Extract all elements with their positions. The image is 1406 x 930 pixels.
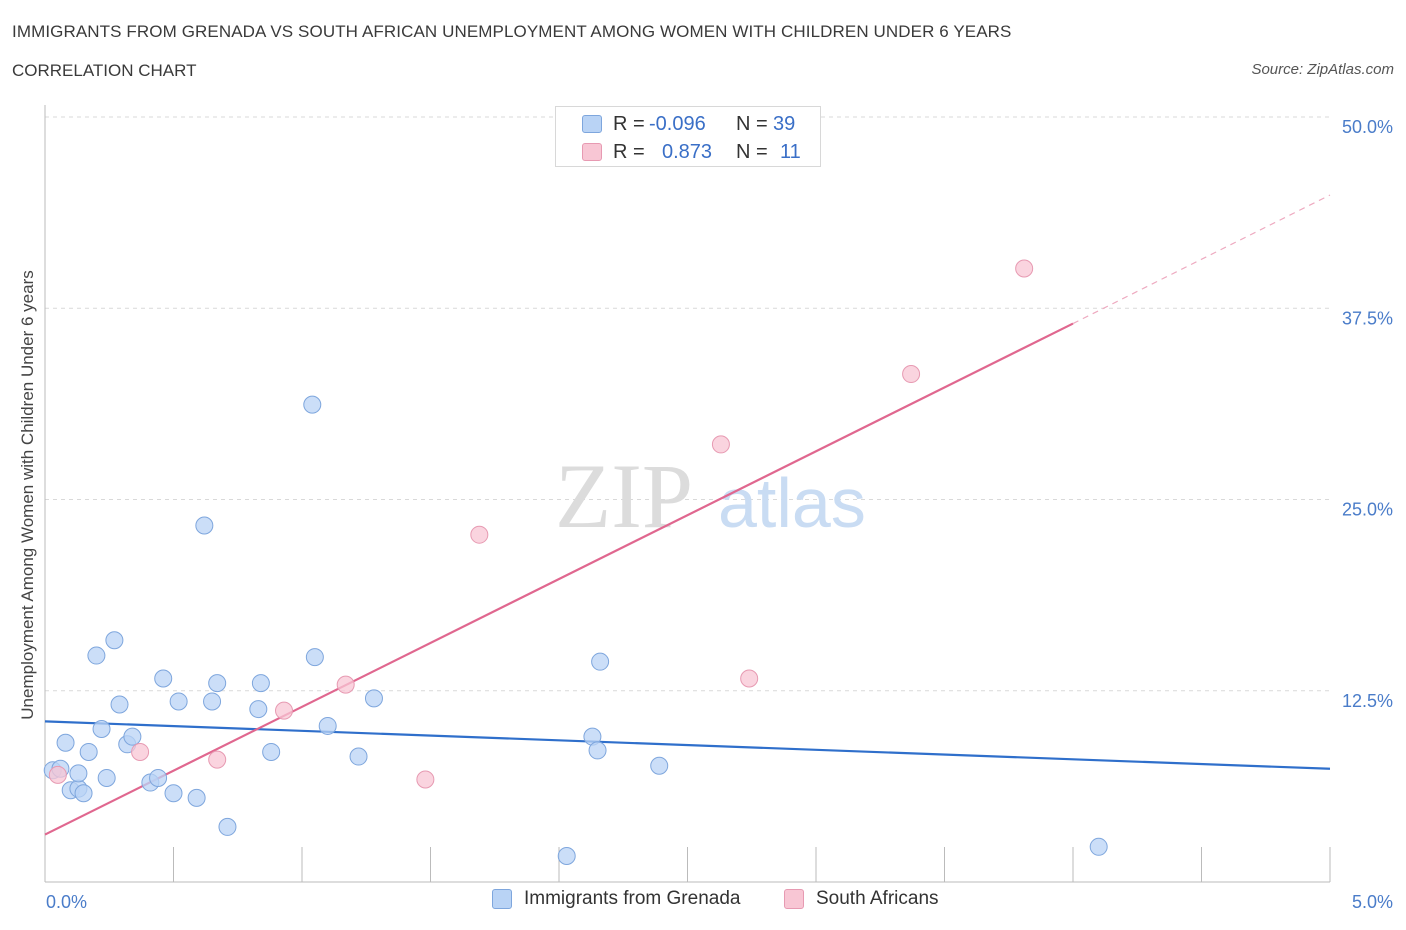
r-label: R = [613,112,645,135]
grenada-point [305,648,324,667]
tick-labels: 12.5% 25.0% 37.5% 50.0% 0.0% 5.0% [46,117,1393,912]
grenada-point [149,768,168,787]
grenada-point [92,720,111,738]
south-african-point [711,435,730,454]
south-african-point [902,365,921,384]
south-african-point [470,525,489,544]
south-african-trend-extension [1072,194,1331,325]
grenada-point [349,747,368,766]
grenada-point [87,646,106,665]
r-value: 0.873 [662,140,713,163]
south-african-point [1015,259,1034,278]
watermark: ZIP atlas [555,445,866,547]
grenada-point [97,768,116,787]
legend-label: Immigrants from Grenada [524,888,741,909]
grenada-point [203,692,222,711]
chart-title: IMMIGRANTS FROM GRENADA VS SOUTH AFRICAN… [12,22,1012,41]
watermark-zip: ZIP [555,445,693,547]
stats-legend: R = -0.096 N = 39 R = 0.873 N = 11 [555,106,821,167]
grenada-point [74,784,93,803]
grenada-point [557,846,576,865]
series-legend: Immigrants from Grenada South Africans [0,888,1406,918]
trend-lines [44,194,1331,836]
legend-label: South Africans [816,888,939,909]
source-label: Source: ZipAtlas.com [1251,61,1394,78]
legend-swatch-pink [784,889,804,909]
grenada-point [1089,837,1108,856]
south-african-point [740,669,759,688]
legend-item-south-africans[interactable]: South Africans [784,888,939,910]
grenada-point [588,741,607,760]
grenada-point [251,674,270,693]
grenada-point [195,516,214,535]
n-value: 39 [773,112,796,135]
grenada-point [249,700,268,719]
grenada-point [110,695,129,714]
grenada-point [79,742,98,761]
grenada-point [318,716,337,735]
grenada-point [105,631,124,650]
y-axis-label: Unemployment Among Women with Children U… [18,270,37,719]
x-tick-label: 5.0% [1352,892,1393,912]
r-value: -0.096 [649,112,706,135]
grenada-point [123,727,142,746]
grenada-point [154,669,173,688]
grenada-point [262,742,281,761]
n-label: N = [736,140,768,163]
chart-subtitle: CORRELATION CHART [12,61,197,80]
y-tick-label: 12.5% [1342,691,1393,711]
legend-swatch-pink [582,143,602,161]
watermark-atlas: atlas [718,464,866,542]
grenada-trend-line [44,720,1331,770]
y-tick-label: 37.5% [1342,308,1393,328]
y-axis-label-group: Unemployment Among Women with Children U… [18,270,37,719]
data-points [43,259,1108,865]
south-african-trend-line [44,322,1074,836]
legend-swatch-blue [582,115,602,133]
south-african-point [275,701,294,720]
stats-row-grenada: R = -0.096 N = 39 [556,110,820,138]
south-african-point [131,742,150,761]
y-tick-label: 50.0% [1342,117,1393,137]
legend-item-grenada[interactable]: Immigrants from Grenada [492,888,740,910]
n-label: N = [736,112,768,135]
grenada-point [169,692,188,711]
grenada-point [303,395,322,414]
grenada-point [364,689,383,708]
grenada-point [164,784,183,803]
south-african-point [336,675,355,694]
r-label: R = [613,140,645,163]
n-value: 11 [780,140,801,163]
stats-row-south-africans: R = 0.873 N = 11 [556,138,820,166]
south-african-point [416,770,435,789]
grenada-point [187,788,206,807]
legend-swatch-blue [492,889,512,909]
y-tick-label: 25.0% [1342,500,1393,520]
axes [44,105,1331,883]
grenada-point [208,674,227,693]
south-african-point [48,765,67,784]
grenada-point [218,817,237,836]
grenada-point [69,764,88,783]
south-african-point [208,750,227,769]
grenada-point [591,652,610,671]
x-tick-label: 0.0% [46,892,87,912]
gridlines [45,116,1330,692]
grenada-point [56,733,75,752]
grenada-point [650,756,669,775]
